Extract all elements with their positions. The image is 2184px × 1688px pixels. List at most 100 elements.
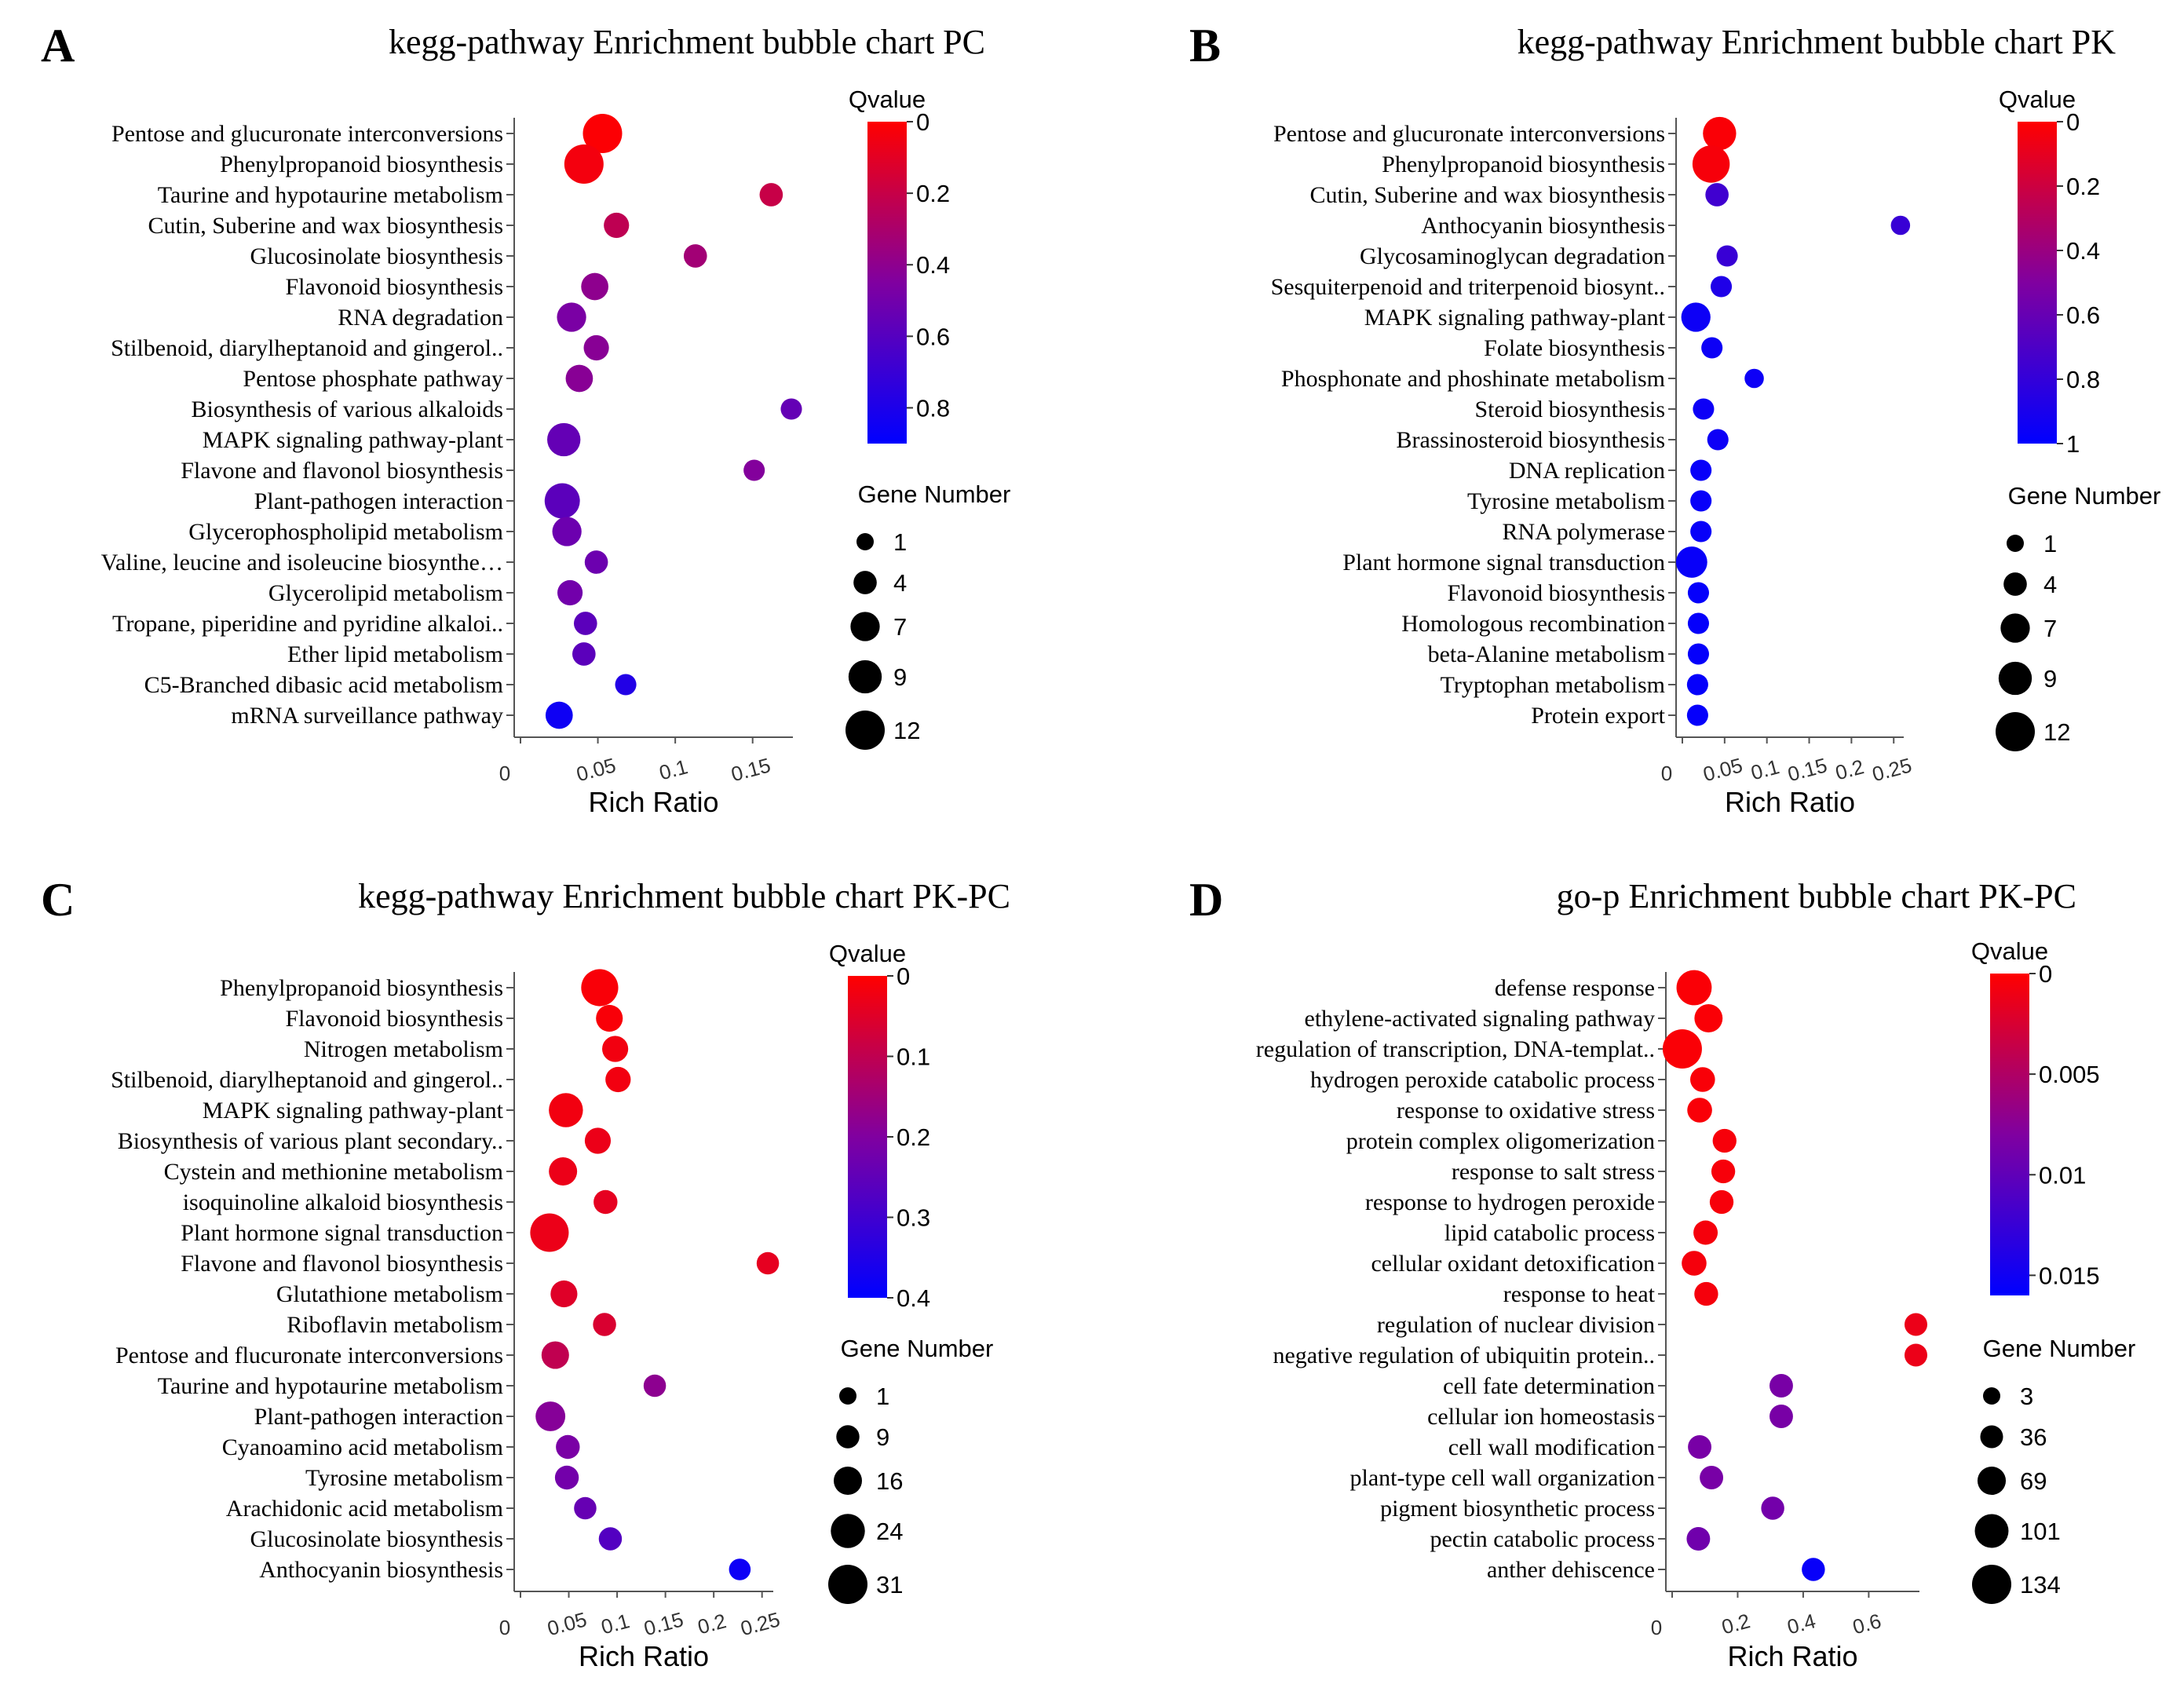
category-label: response to salt stress — [1452, 1159, 1655, 1185]
size-legend-label: 7 — [2043, 615, 2057, 642]
category-label: Phenylpropanoid biosynthesis — [220, 152, 503, 177]
x-tick-label: 0.4 — [1784, 1609, 1818, 1639]
colorbar-gradient — [2018, 122, 2057, 444]
size-legend-dot — [1974, 1514, 2009, 1548]
x-tick-label: 0.05 — [545, 1607, 590, 1640]
category-label: Flavonoid biosynthesis — [285, 274, 503, 300]
colorbar-tick-label: 0.1 — [897, 1043, 930, 1071]
bubble — [1703, 116, 1737, 151]
size-legend-dot — [828, 1565, 867, 1604]
size-legend-dot — [831, 1514, 865, 1548]
bubble — [1690, 459, 1712, 481]
bubble — [1705, 183, 1729, 206]
category-label: Pentose and flucuronate interconversions — [115, 1343, 503, 1368]
category-label: regulation of nuclear division — [1377, 1312, 1655, 1338]
size-legend-title: Gene Number — [841, 1335, 994, 1362]
bubble — [1688, 1435, 1712, 1459]
panel-letter: D — [1189, 874, 1223, 926]
size-legend-label: 1 — [876, 1383, 889, 1410]
category-label: MAPK signaling pathway-plant — [203, 1098, 504, 1124]
size-legend-label: 4 — [893, 569, 907, 597]
size-legend-dot — [1980, 1425, 2003, 1449]
category-label: ethylene-activated signaling pathway — [1305, 1006, 1656, 1032]
colorbar-title: Qvalue — [1999, 86, 2076, 113]
category-label: Plant-pathogen interaction — [254, 488, 503, 514]
x-tick-label: 0.2 — [695, 1609, 729, 1639]
size-legend-dot — [834, 1467, 862, 1495]
size-legend-label: 12 — [893, 717, 920, 744]
category-label: hydrogen peroxide catabolic process — [1310, 1067, 1655, 1093]
bubble — [602, 1036, 629, 1062]
bubble — [544, 483, 580, 519]
bubble — [1701, 337, 1723, 359]
category-label: Sesquiterpenoid and triterpenoid biosynt… — [1271, 274, 1665, 300]
category-label: Ether lipid metabolism — [287, 641, 503, 667]
category-label: Cyanoamino acid metabolism — [222, 1434, 503, 1460]
bubble — [1904, 1313, 1928, 1336]
colorbar-gradient — [1990, 974, 2029, 1295]
category-label: Valine, leucine and isoleucine biosynthe… — [101, 550, 503, 575]
bubble — [743, 459, 765, 481]
size-legend-title: Gene Number — [858, 480, 1011, 508]
category-label: Anthocyanin biosynthesis — [259, 1557, 503, 1583]
size-legend-dot — [1983, 1387, 2000, 1405]
bubble — [535, 1401, 566, 1431]
colorbar-tick-label: 0 — [916, 108, 929, 136]
x-axis-title: Rich Ratio — [588, 786, 718, 818]
size-legend-dot — [850, 612, 880, 641]
bubble — [1707, 429, 1729, 451]
category-label: Flavonoid biosynthesis — [1447, 580, 1665, 606]
size-legend-dot — [848, 659, 882, 694]
x-tick-label: 0.25 — [738, 1607, 783, 1640]
colorbar-title: Qvalue — [1971, 937, 2048, 965]
size-legend-dot — [853, 571, 877, 594]
x-tick-label: 0.1 — [656, 754, 690, 784]
bubble — [1686, 1527, 1711, 1551]
x-tick-label: 0.2 — [1833, 754, 1867, 784]
category-label: Glucosinolate biosynthesis — [250, 1526, 503, 1552]
colorbar-tick-label: 1 — [2066, 430, 2080, 458]
category-label: Plant hormone signal transduction — [1342, 550, 1665, 575]
x-tick-label: 0.15 — [1785, 753, 1830, 786]
bubble — [550, 1280, 578, 1308]
bubble — [1692, 145, 1730, 183]
bubble — [549, 1157, 578, 1186]
category-label: Glutathione metabolism — [276, 1281, 503, 1307]
category-label: cellular ion homeostasis — [1427, 1404, 1655, 1430]
category-label: Taurine and hypotaurine metabolism — [158, 1373, 503, 1399]
colorbar-tick-label: 0.015 — [2039, 1262, 2100, 1289]
category-label: Glycosaminoglycan degradation — [1360, 243, 1665, 269]
category-label: Tropane, piperidine and pyridine alkaloi… — [112, 611, 503, 637]
bubble — [1676, 970, 1712, 1006]
size-legend-label: 1 — [893, 528, 907, 556]
bubble — [1681, 302, 1711, 332]
size-legend-dot — [2007, 535, 2024, 552]
colorbar-title: Qvalue — [849, 86, 926, 113]
x-tick-label: 0.05 — [1700, 753, 1745, 786]
category-label: beta-Alanine metabolism — [1428, 641, 1665, 667]
category-label: Phosphonate and phoshinate metabolism — [1281, 366, 1665, 392]
bubble — [593, 1189, 618, 1215]
category-label: mRNA surveillance pathway — [231, 703, 503, 729]
colorbar-tick-label: 0 — [2039, 960, 2052, 988]
bubble — [572, 642, 596, 666]
colorbar-title: Qvalue — [829, 940, 906, 967]
category-label: C5-Branched dibasic acid metabolism — [144, 672, 503, 698]
x-axis-title: Rich Ratio — [579, 1640, 709, 1672]
bubble — [643, 1374, 667, 1398]
category-label: Nitrogen metabolism — [304, 1036, 503, 1062]
size-legend-label: 69 — [2020, 1467, 2047, 1495]
category-label: Flavone and flavonol biosynthesis — [181, 458, 503, 484]
x-tick-label: 0 — [1661, 762, 1672, 785]
colorbar-tick-label: 0.01 — [2039, 1161, 2086, 1189]
bubble — [596, 1004, 623, 1032]
x-tick-label: 0.25 — [1870, 753, 1915, 786]
panel-title: kegg-pathway Enrichment bubble chart PC — [389, 23, 985, 61]
category-label: RNA polymerase — [1503, 519, 1665, 545]
bubble — [1700, 1466, 1724, 1489]
colorbar-tick-label: 0.2 — [2066, 173, 2100, 200]
category-label: MAPK signaling pathway-plant — [203, 427, 504, 453]
